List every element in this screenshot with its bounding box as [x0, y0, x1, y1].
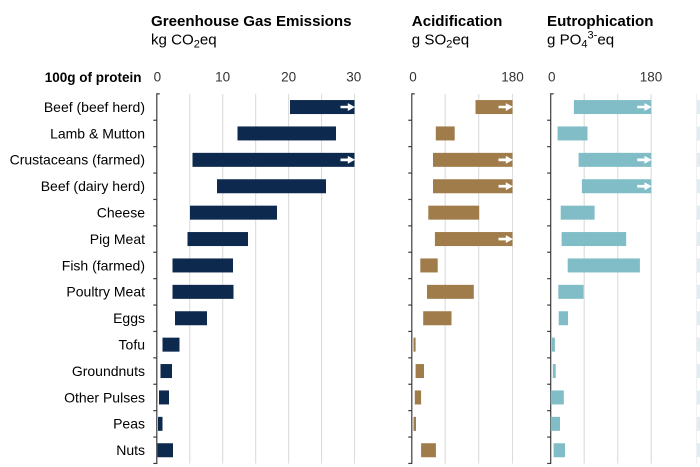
svg-text:Fish (farmed): Fish (farmed): [62, 257, 145, 273]
svg-text:Pig Meat: Pig Meat: [90, 231, 145, 247]
svg-text:Acidification: Acidification: [412, 13, 503, 30]
svg-text:Groundnuts: Groundnuts: [72, 363, 145, 379]
svg-text:kg CO2eq: kg CO2eq: [151, 32, 217, 51]
svg-text:Poultry Meat: Poultry Meat: [66, 284, 145, 300]
svg-text:180: 180: [640, 70, 663, 85]
svg-text:Crustaceans (farmed): Crustaceans (farmed): [10, 152, 145, 168]
svg-text:Eutrophication: Eutrophication: [547, 13, 654, 30]
svg-text:g SO2eq: g SO2eq: [412, 32, 469, 51]
svg-text:20: 20: [281, 70, 296, 85]
svg-text:180: 180: [501, 70, 524, 85]
svg-text:Lamb & Mutton: Lamb & Mutton: [50, 125, 145, 141]
svg-text:0: 0: [548, 70, 556, 85]
svg-text:0: 0: [409, 70, 417, 85]
svg-text:Greenhouse Gas Emissions: Greenhouse Gas Emissions: [151, 13, 352, 30]
svg-text:Peas: Peas: [113, 416, 145, 432]
svg-text:30: 30: [346, 70, 361, 85]
svg-text:100g of protein: 100g of protein: [45, 70, 142, 85]
svg-text:Beef (beef herd): Beef (beef herd): [44, 99, 145, 115]
svg-text:Cheese: Cheese: [97, 204, 145, 220]
svg-text:Eggs: Eggs: [113, 310, 145, 326]
svg-text:Other Pulses: Other Pulses: [64, 389, 145, 405]
svg-text:10: 10: [215, 70, 230, 85]
svg-text:Nuts: Nuts: [116, 442, 145, 458]
svg-text:0: 0: [154, 70, 162, 85]
svg-text:Tofu: Tofu: [119, 336, 145, 352]
svg-text:Beef (dairy herd): Beef (dairy herd): [41, 178, 145, 194]
svg-text:g PO43-eq: g PO43-eq: [547, 30, 614, 51]
